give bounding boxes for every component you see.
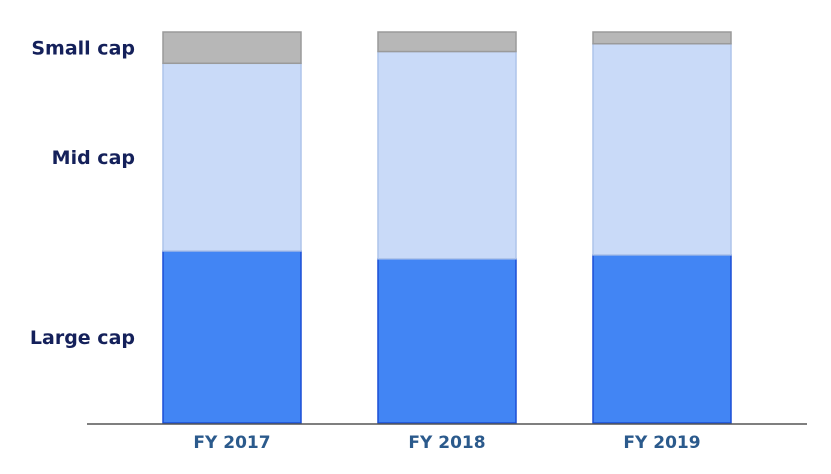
bar-small-cap-fy-2019 — [592, 31, 732, 45]
bar-small-cap-fy-2018 — [377, 31, 517, 53]
series-label-large-cap: Large cap — [30, 327, 135, 349]
category-label-fy-2019: FY 2019 — [623, 433, 700, 453]
bar-mid-cap-fy-2017 — [162, 62, 302, 252]
series-labels-layer: Large cap Mid cap Small cap — [30, 38, 135, 349]
bars-layer — [162, 31, 732, 424]
bar-mid-cap-fy-2018 — [377, 50, 517, 260]
bar-mid-cap-fy-2019 — [592, 42, 732, 256]
series-label-mid-cap: Mid cap — [52, 147, 135, 169]
category-label-fy-2017: FY 2017 — [193, 433, 270, 453]
bar-large-cap-fy-2019 — [592, 254, 732, 424]
bar-small-cap-fy-2017 — [162, 31, 302, 65]
bar-large-cap-fy-2018 — [377, 258, 517, 424]
bar-large-cap-fy-2017 — [162, 250, 302, 424]
category-label-fy-2018: FY 2018 — [408, 433, 485, 453]
category-labels-layer: FY 2017 FY 2018 FY 2019 — [193, 433, 700, 453]
series-label-small-cap: Small cap — [31, 38, 135, 60]
